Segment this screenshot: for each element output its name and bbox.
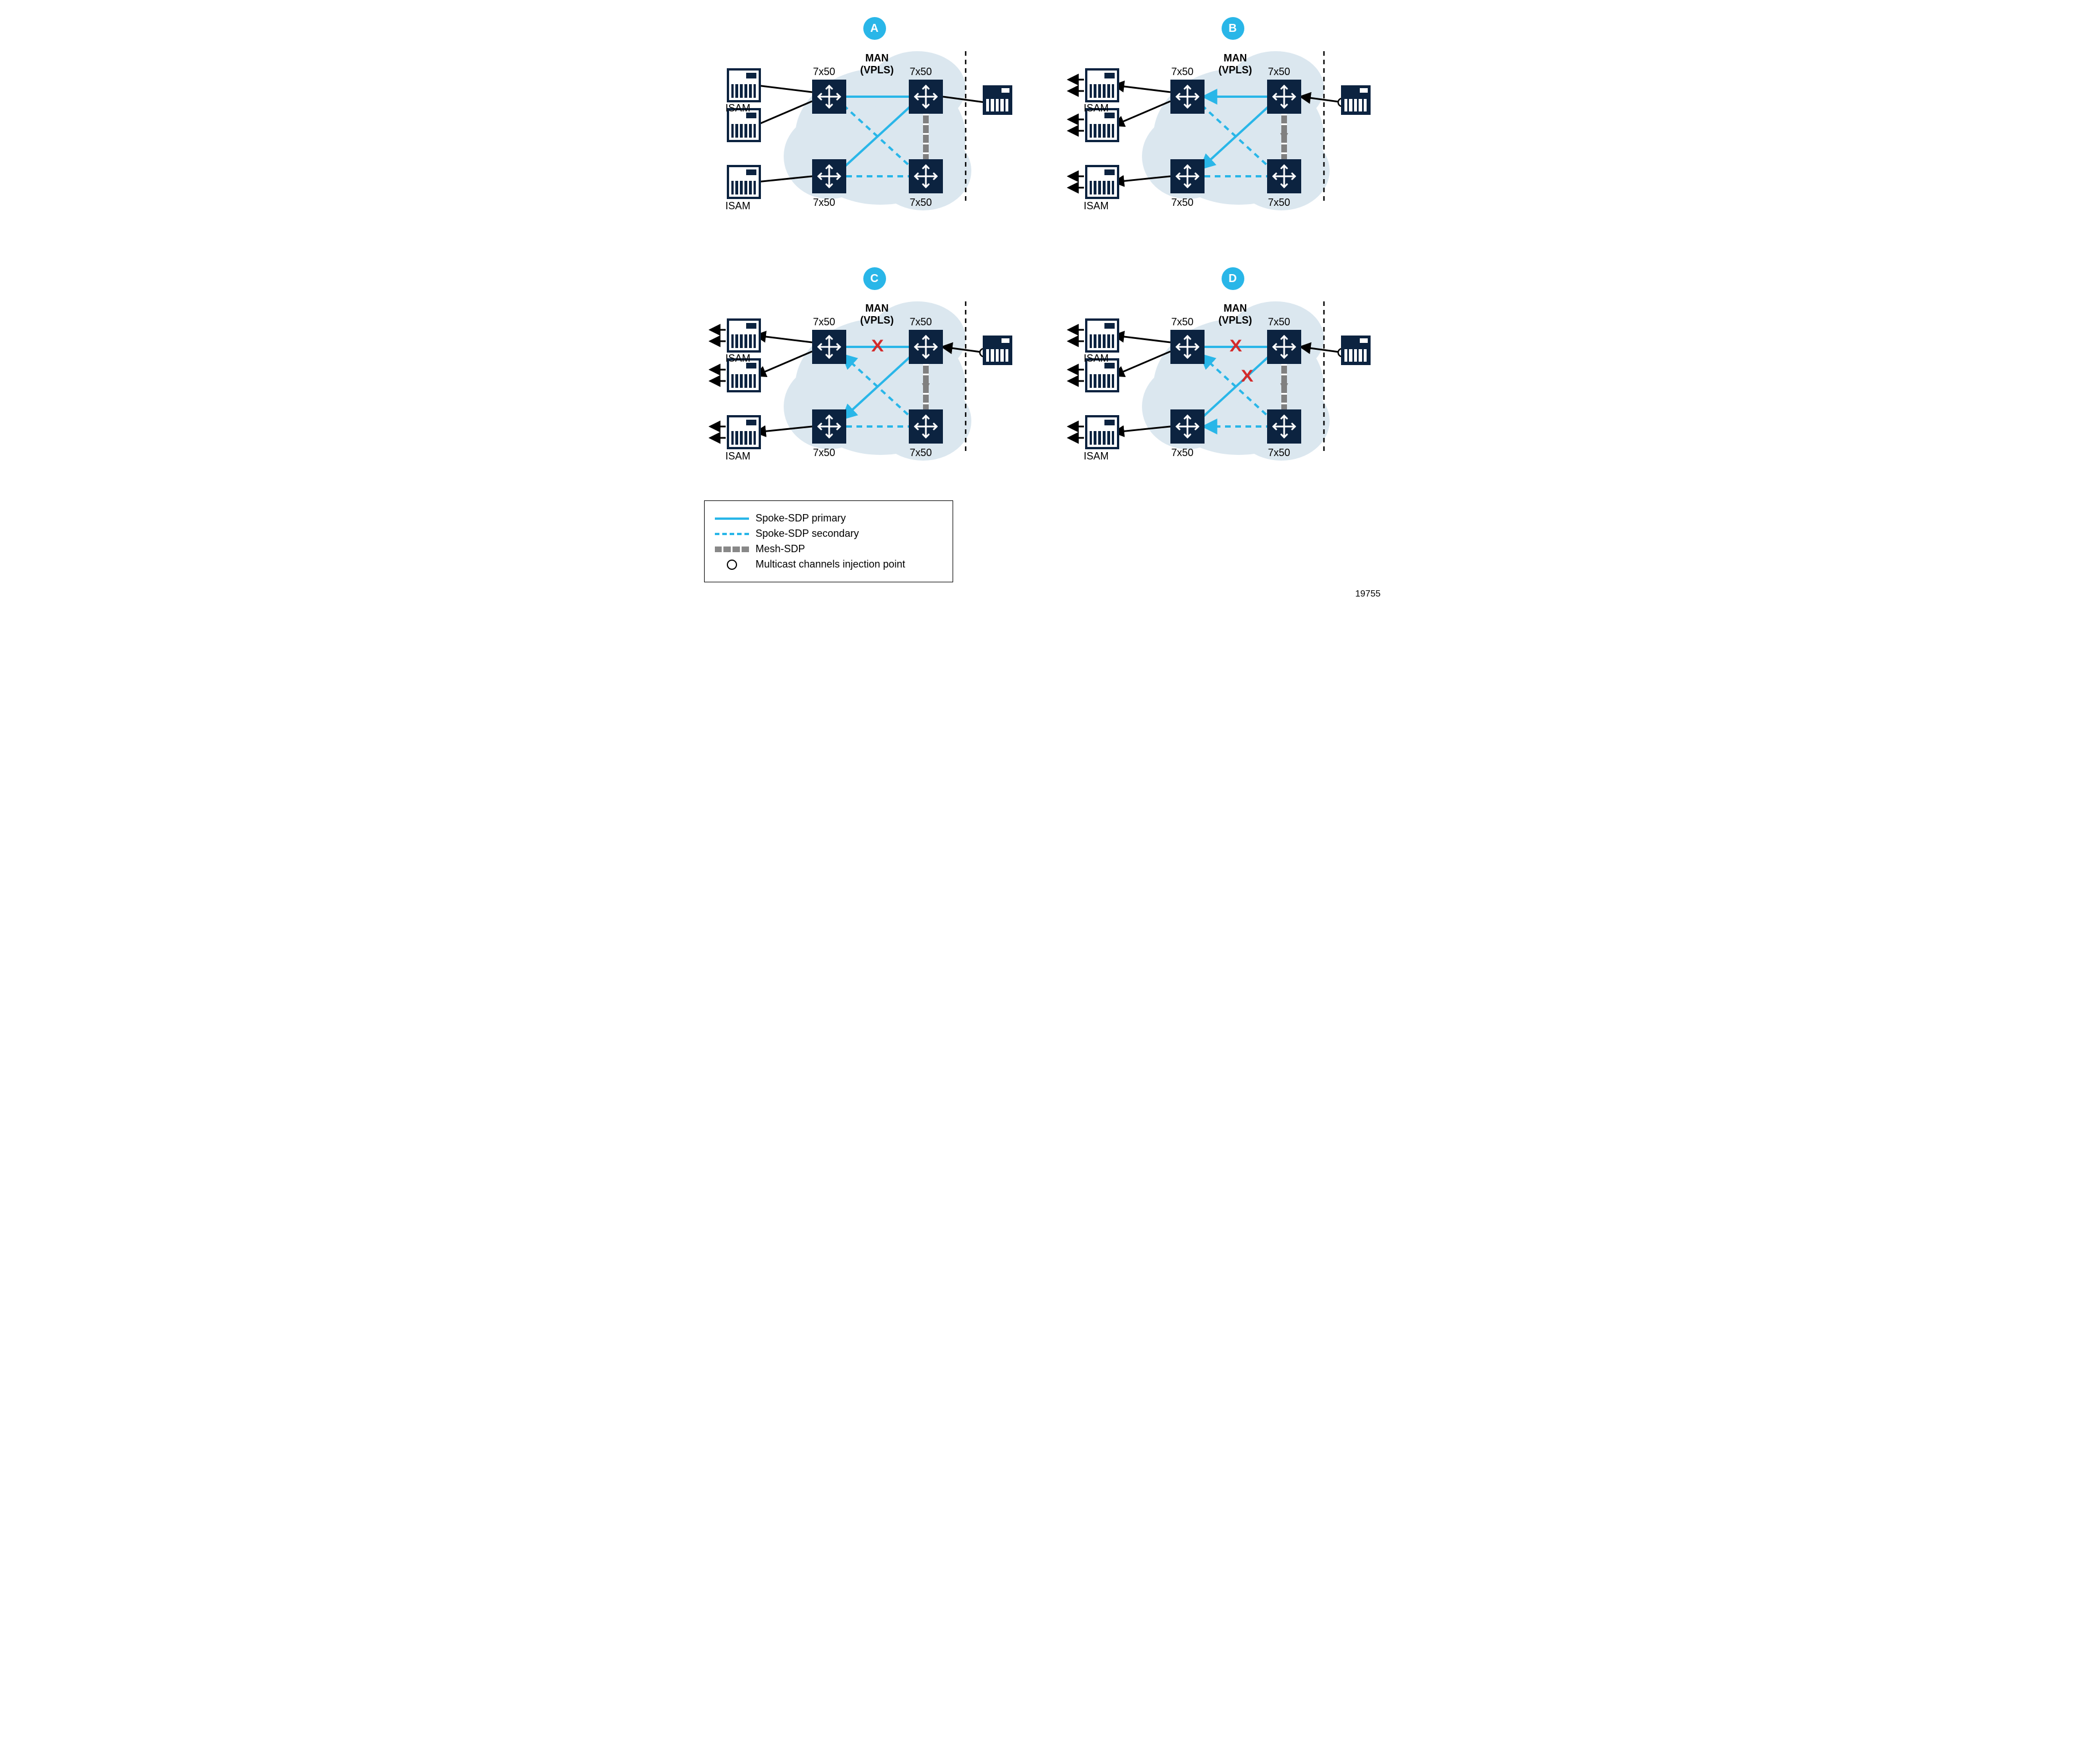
isam-top: [1085, 68, 1119, 102]
legend-label: Spoke-SDP secondary: [756, 528, 859, 540]
isam-top: [727, 318, 761, 353]
router-bottom-left: [1170, 409, 1205, 444]
man-label: MAN(VPLS): [1219, 303, 1252, 326]
source-server: [983, 85, 1012, 115]
router-top-left: [812, 330, 846, 364]
isam-label: ISAM: [1084, 450, 1109, 462]
router-label: 7x50: [1268, 316, 1290, 328]
panel-badge: A: [863, 17, 886, 40]
panel-C: C MAN(VPLS): [704, 262, 1023, 478]
panel-A: A MAN(VPLS): [704, 11, 1023, 227]
router-label: 7x50: [1172, 66, 1194, 78]
router-label: 7x50: [910, 66, 932, 78]
panel-B: B MAN(VPLS): [1062, 11, 1381, 227]
isam-label: ISAM: [726, 102, 751, 114]
panel-badge: B: [1222, 17, 1244, 40]
router-label: 7x50: [813, 66, 835, 78]
router-label: 7x50: [910, 316, 932, 328]
panel-badge: D: [1222, 267, 1244, 290]
router-label: 7x50: [910, 447, 932, 459]
isam-label: ISAM: [1084, 353, 1109, 365]
panel-badge: C: [863, 267, 886, 290]
fail-x-icon: X: [871, 337, 883, 356]
router-top-right: [909, 330, 943, 364]
isam-label: ISAM: [726, 200, 751, 212]
isam-label: ISAM: [1084, 200, 1109, 212]
router-label: 7x50: [1268, 66, 1290, 78]
isam-top: [1085, 318, 1119, 353]
source-server: [1341, 336, 1371, 365]
router-top-left: [812, 80, 846, 114]
panel-D: D MAN(VPLS): [1062, 262, 1381, 478]
router-label: 7x50: [1172, 197, 1194, 209]
router-bottom-left: [812, 159, 846, 193]
router-bottom-left: [1170, 159, 1205, 193]
router-label: 7x50: [1268, 447, 1290, 459]
router-bottom-left: [812, 409, 846, 444]
isam-bottom: [727, 165, 761, 199]
isam-bottom: [1085, 415, 1119, 449]
router-label: 7x50: [910, 197, 932, 209]
man-label: MAN(VPLS): [860, 52, 894, 76]
isam-label: ISAM: [726, 450, 751, 462]
legend-label: Mesh-SDP: [756, 543, 805, 555]
isam-label: ISAM: [726, 353, 751, 365]
router-label: 7x50: [1172, 316, 1194, 328]
legend-row-inject: Multicast channels injection point: [715, 558, 942, 570]
legend: Spoke-SDP primary Spoke-SDP secondary Me…: [704, 500, 953, 582]
legend-label: Spoke-SDP primary: [756, 512, 846, 524]
router-label: 7x50: [1172, 447, 1194, 459]
legend-row-primary: Spoke-SDP primary: [715, 512, 942, 524]
legend-label: Multicast channels injection point: [756, 558, 905, 570]
source-server: [983, 336, 1012, 365]
fail-x-icon: X: [1229, 337, 1241, 356]
isam-bottom: [1085, 165, 1119, 199]
source-server: [1341, 85, 1371, 115]
fail-x-icon: X: [1240, 367, 1253, 386]
man-label: MAN(VPLS): [1219, 52, 1252, 76]
figure-number: 19755: [1355, 589, 1381, 599]
router-bottom-right: [909, 409, 943, 444]
isam-top: [727, 68, 761, 102]
router-top-left: [1170, 80, 1205, 114]
router-top-right: [909, 80, 943, 114]
router-label: 7x50: [1268, 197, 1290, 209]
router-bottom-right: [909, 159, 943, 193]
router-top-right: [1267, 80, 1301, 114]
router-label: 7x50: [813, 197, 835, 209]
router-label: 7x50: [813, 447, 835, 459]
router-label: 7x50: [813, 316, 835, 328]
legend-row-secondary: Spoke-SDP secondary: [715, 528, 942, 540]
router-top-left: [1170, 330, 1205, 364]
legend-row-mesh: Mesh-SDP: [715, 543, 942, 555]
router-top-right: [1267, 330, 1301, 364]
man-label: MAN(VPLS): [860, 303, 894, 326]
router-bottom-right: [1267, 409, 1301, 444]
router-bottom-right: [1267, 159, 1301, 193]
isam-label: ISAM: [1084, 102, 1109, 114]
isam-bottom: [727, 415, 761, 449]
